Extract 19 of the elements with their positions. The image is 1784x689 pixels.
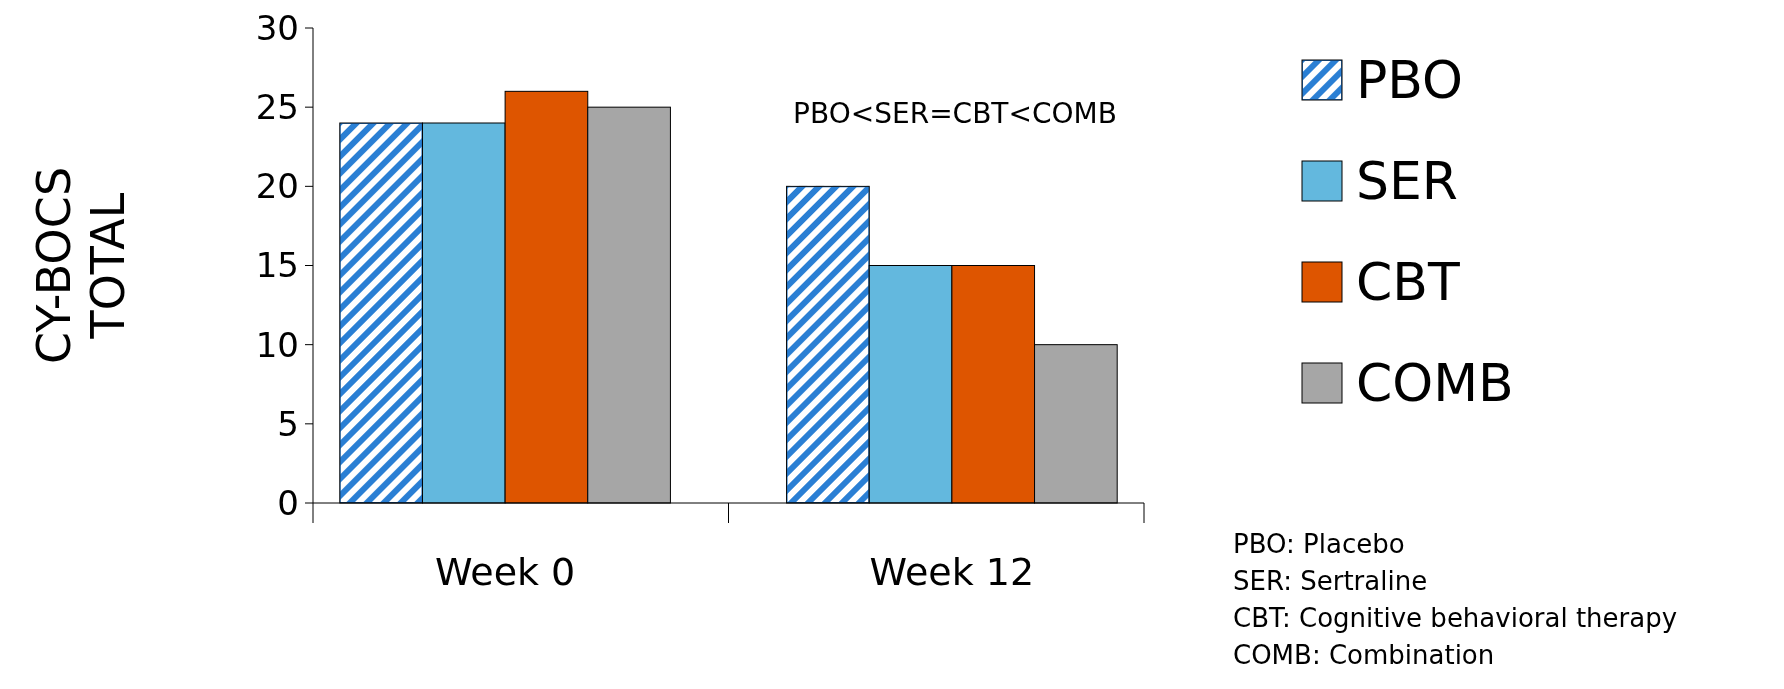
legend-label: PBO xyxy=(1356,50,1464,111)
text: PBO: Placebo xyxy=(1233,529,1405,559)
legend-label: CBT xyxy=(1356,252,1460,313)
text: CBT: Cognitive behavioral therapy xyxy=(1233,603,1678,633)
x-tick-label: Week 0 xyxy=(434,550,576,594)
y-tick-label: 5 xyxy=(277,403,299,444)
y-tick-label: 25 xyxy=(255,87,299,128)
y-axis-title: CY-BOCS TOTAL xyxy=(27,166,135,365)
annotation: PBO<SER=CBT<COMB xyxy=(793,97,1117,130)
y-tick-label: 30 xyxy=(255,7,299,48)
y-tick-label: 0 xyxy=(277,482,299,523)
y-tick-label: 15 xyxy=(255,245,299,286)
text: COMB: Combination xyxy=(1233,640,1495,670)
x-tick-label: Week 12 xyxy=(869,550,1035,594)
text: SER: Sertraline xyxy=(1233,566,1428,596)
y-tick-label: 10 xyxy=(255,324,299,365)
y-tick-label: 20 xyxy=(255,166,299,207)
legend-label: SER xyxy=(1356,151,1458,212)
legend-label: COMB xyxy=(1356,353,1514,414)
